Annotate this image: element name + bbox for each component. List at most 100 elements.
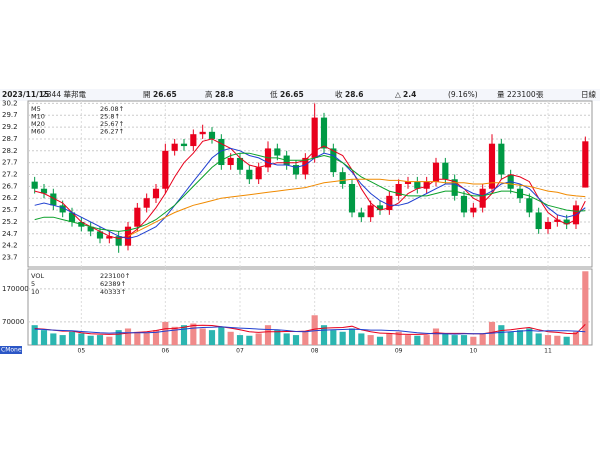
candle-body [246,169,253,180]
volume-bar [572,331,580,345]
candle-body [358,212,365,218]
volume-bar [395,331,402,345]
volume-bar [180,325,188,345]
legend-value: 62389↑ [100,280,126,288]
candle-body [339,172,346,184]
y-tick-label: 170000 [2,285,29,293]
candle-body [460,195,468,213]
legend-name: 10 [31,288,39,296]
y-tick-label: 26.2 [2,194,18,202]
candle-body [134,207,141,227]
volume-bar [320,325,328,345]
y-tick-label: 25.2 [2,218,18,226]
volume-bar [404,335,412,345]
volume-bar [199,328,206,345]
volume-bar [451,335,458,345]
y-tick-label: 28.7 [2,135,18,143]
candle-body [348,184,356,213]
volume-bar [78,333,85,345]
candle-body [554,219,561,222]
quote-value: 26.65 [280,90,304,99]
y-tick-label: 23.7 [2,254,18,262]
legend-value: 26.27↑ [100,128,124,136]
candle-body [404,181,412,184]
candle-body [386,195,393,211]
candle-body [274,148,281,156]
candle-body [302,157,309,175]
volume-bar [535,333,542,345]
legend-value: 26.08↑ [100,105,124,113]
volume-bar [432,328,440,345]
candle-body [152,188,160,199]
candle-body [199,131,206,135]
quote-value: 28.6 [345,90,364,99]
candle-body [87,226,94,232]
candle-body [143,198,150,208]
volume-bar [31,325,38,345]
quote-label: △ [395,90,401,99]
ma-line [34,147,586,240]
candle-body [432,162,440,182]
volume-bar [59,335,66,345]
quote-label: 低 [270,89,278,99]
quote-label: 高 [205,89,213,99]
volume-unit: 張 [536,90,544,99]
volume-frame [27,268,593,346]
candle-body [218,138,225,166]
volume-bar [460,335,468,345]
volume-bar [246,335,253,345]
candle-body [292,165,300,175]
volume-bar [498,325,505,345]
y-tick-label: 29.7 [2,111,18,119]
volume-bar [582,271,589,345]
volume-bar [208,330,216,345]
legend-name: M10 [31,113,45,121]
volume-bar [152,330,160,345]
candle-body [320,117,328,149]
candle-body [106,236,113,239]
volume-bar [124,328,132,345]
candle-body [255,167,262,180]
candle-body [40,188,48,194]
candle-body [171,143,178,151]
x-tick-label: 06 [162,348,170,355]
date: 2023/11/15 [2,90,49,99]
candle-body [68,212,76,222]
candle-body [488,143,496,189]
ma-line [34,138,586,240]
y-tick-label: 30.2 [2,99,18,107]
legend-name: VOL [31,272,44,280]
change-pct: (9.16%) [448,90,478,99]
candle-body [367,205,374,218]
x-tick-label: 09 [395,348,403,355]
ma-line [34,152,586,232]
volume-ma-line [34,326,586,335]
candle-body [96,231,104,239]
volume-bar [470,336,477,345]
x-tick-label: 08 [311,348,319,355]
brand-box [0,346,22,354]
y-tick-label: 27.2 [2,171,18,179]
y-tick-label: 24.2 [2,242,18,250]
candle-body [50,193,57,206]
y-tick-label: 70000 [2,318,24,326]
y-tick-label: 26.7 [2,182,18,190]
volume-bar [190,323,197,345]
brand: CMoney [1,347,26,354]
legend-value: 40333↑ [100,288,126,296]
candle-body [498,143,505,175]
quote-value: 26.65 [153,90,177,99]
volume-bar [96,335,104,345]
candle-body [330,148,337,173]
candle-body [376,205,384,211]
quote-value: 28.8 [215,90,234,99]
candle-body [423,181,430,189]
y-tick-label: 25.7 [2,206,18,214]
volume-bar [348,328,356,345]
stock: 2344 華邦電 [42,89,86,99]
quote-label: 收 [335,89,343,99]
quote-value: 2.4 [403,90,416,99]
candle-body [563,219,570,225]
candle-body [442,162,449,180]
